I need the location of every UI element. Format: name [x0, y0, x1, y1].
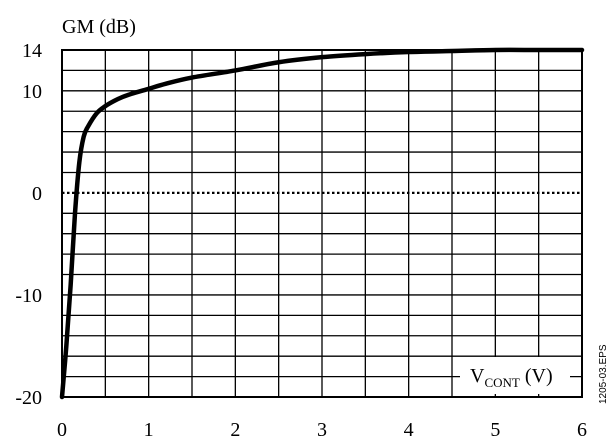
series-curve-group [59, 47, 585, 400]
x-axis-label: VCONT (V) [470, 365, 553, 390]
series-line-gm [59, 47, 585, 400]
plot-frame [61, 49, 583, 398]
side-file-label: 1205-03.EPS [598, 344, 609, 404]
y-tick-label: 0 [32, 183, 42, 205]
x-axis-label-box [460, 357, 570, 394]
x-axis-label-unit: (V) [525, 365, 553, 387]
y-tick-labels: 14 10 0 -10 -20 [15, 40, 42, 409]
grid [61, 49, 583, 398]
x-tick-label: 4 [404, 419, 414, 439]
x-axis-label-main: V [470, 365, 485, 387]
y-tick-label: 10 [22, 81, 42, 103]
y-tick-label: 14 [22, 40, 42, 62]
x-tick-label: 0 [57, 419, 67, 439]
x-tick-labels: 0 1 2 3 4 5 6 [57, 419, 587, 439]
x-tick-label: 1 [144, 419, 154, 439]
x-axis-label-subscript: CONT [484, 375, 519, 390]
x-tick-label: 2 [230, 419, 240, 439]
y-tick-label: -20 [15, 387, 42, 409]
x-tick-label: 3 [317, 419, 327, 439]
x-tick-label: 6 [577, 419, 587, 439]
x-tick-label: 5 [490, 419, 500, 439]
y-axis-label: GM (dB) [62, 16, 136, 38]
y-tick-label: -10 [15, 285, 42, 307]
